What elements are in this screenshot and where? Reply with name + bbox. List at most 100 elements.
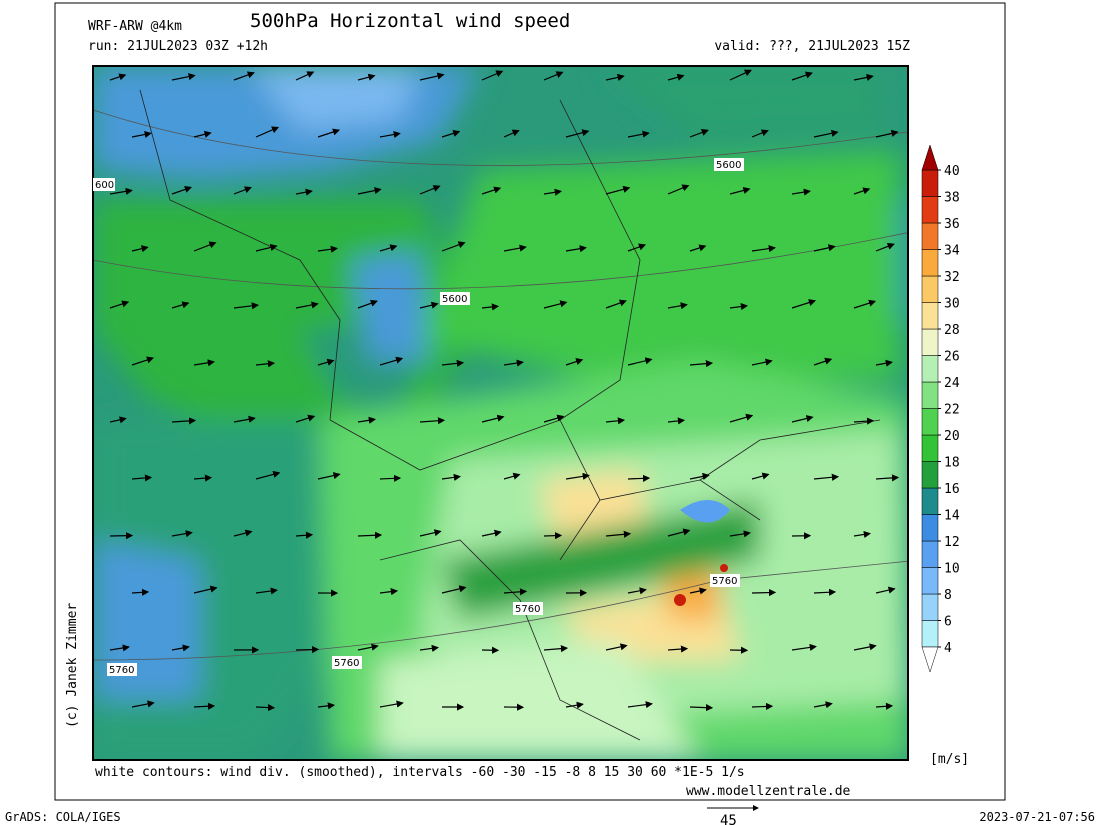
- colorbar-segment: [921, 514, 939, 542]
- wind-arrow: [605, 73, 625, 81]
- wind-arrow: [565, 472, 590, 480]
- wind-arrow: [357, 187, 382, 195]
- wind-arrow: [875, 702, 894, 710]
- wind-arrow: [481, 529, 502, 537]
- wind-arrow: [233, 302, 260, 310]
- timestamp: 2023-07-21-07:56: [979, 810, 1095, 824]
- vector-scale-label: 45: [720, 813, 737, 825]
- colorbar-segment: [921, 275, 939, 303]
- wind-arrow: [565, 358, 584, 366]
- wind-arrow: [317, 472, 341, 480]
- colorbar-low-end: [921, 646, 939, 673]
- wind-arrow: [109, 644, 130, 652]
- wind-arrow: [565, 245, 587, 253]
- wind-arrow: [357, 643, 379, 651]
- wind-arrow: [813, 129, 839, 138]
- wind-arrow: [875, 586, 896, 594]
- wind-arrow: [689, 244, 707, 252]
- wind-arrow: [131, 245, 149, 253]
- wind-arrow: [503, 129, 520, 138]
- wind-arrow: [853, 643, 877, 651]
- wind-arrow: [667, 184, 690, 195]
- wind-arrow: [295, 414, 316, 423]
- wind-arrow: [295, 188, 313, 196]
- wind-arrow: [109, 300, 130, 309]
- wind-arrow: [853, 299, 877, 309]
- wind-arrow: [441, 241, 466, 252]
- wind-arrow: [543, 71, 564, 81]
- wind-arrow: [791, 188, 811, 196]
- wind-arrow: [689, 472, 710, 480]
- wind-arrow: [751, 129, 769, 138]
- wind-arrow: [481, 70, 504, 81]
- wind-arrow: [627, 587, 647, 595]
- wind-arrow: [627, 474, 651, 482]
- wind-arrow: [131, 700, 155, 708]
- wind-arrow: [481, 414, 505, 423]
- wind-arrow: [543, 188, 562, 196]
- colorbar-segment: [921, 567, 939, 595]
- wind-arrow: [379, 474, 402, 482]
- wind-arrow: [131, 474, 153, 482]
- wind-arrow: [751, 588, 777, 597]
- wind-arrow: [233, 529, 253, 537]
- colorbar-segment: [921, 302, 939, 330]
- wind-arrow: [419, 185, 441, 195]
- wind-arrow: [255, 243, 278, 252]
- wind-arrow: [481, 186, 502, 195]
- colorbar-segment: [921, 540, 939, 568]
- wind-arrow: [317, 702, 336, 710]
- contour-label: 5600: [716, 160, 741, 171]
- wind-arrow: [689, 360, 714, 368]
- colorbar-tick-label: 30: [944, 297, 960, 312]
- wind-arrow: [317, 128, 341, 138]
- wind-arrow: [193, 241, 217, 252]
- wind-arrow: [379, 588, 399, 596]
- wind-arrow: [419, 644, 440, 652]
- colorbar-tick-label: 22: [944, 403, 960, 418]
- wind-arrow: [751, 358, 773, 366]
- contour-label: 5760: [109, 665, 134, 676]
- wind-arrow: [255, 703, 276, 712]
- wind-arrow: [503, 588, 528, 596]
- wind-arrow: [751, 245, 776, 253]
- colorbar-segment: [921, 408, 939, 436]
- wind-arrow: [791, 643, 817, 651]
- wind-arrow: [295, 71, 315, 81]
- wind-arrow: [295, 301, 319, 309]
- wind-arrow: [233, 71, 255, 81]
- wind-arrow: [193, 702, 216, 710]
- run-label: run: 21JUL2023 03Z +12h: [88, 39, 268, 54]
- colorbar-tick-label: 14: [944, 509, 960, 524]
- colorbar-tick-label: 4: [944, 641, 952, 656]
- wind-arrow: [543, 300, 568, 309]
- wind-arrow: [171, 301, 190, 309]
- wind-arrow: [171, 185, 193, 195]
- wind-arrow: [295, 531, 314, 539]
- wind-arrow: [109, 73, 127, 81]
- wind-arrow: [419, 301, 439, 309]
- colorbar-segment: [921, 249, 939, 277]
- wind-arrow: [667, 302, 688, 310]
- colorbar-tick-label: 18: [944, 456, 960, 471]
- contour-label: 5760: [515, 604, 540, 615]
- wind-arrow: [689, 704, 714, 712]
- wind-arrow: [503, 359, 524, 367]
- wind-arrow: [295, 646, 320, 654]
- wind-arrow: [689, 129, 709, 138]
- wind-arrow: [627, 701, 653, 709]
- wind-arrow: [605, 643, 628, 651]
- wind-arrow: [357, 73, 376, 81]
- wind-arrow: [543, 645, 569, 653]
- wind-arrow: [751, 702, 774, 711]
- colorbar-tick-label: 10: [944, 562, 960, 577]
- wind-arrow: [233, 415, 256, 423]
- colorbar-high-end: [921, 144, 939, 171]
- wind-arrow: [543, 532, 563, 540]
- wind-arrow: [357, 299, 378, 309]
- wind-arrow: [543, 414, 565, 423]
- wind-arrow: [853, 187, 871, 195]
- wind-arrow: [627, 130, 650, 138]
- wind-arrow: [255, 360, 276, 368]
